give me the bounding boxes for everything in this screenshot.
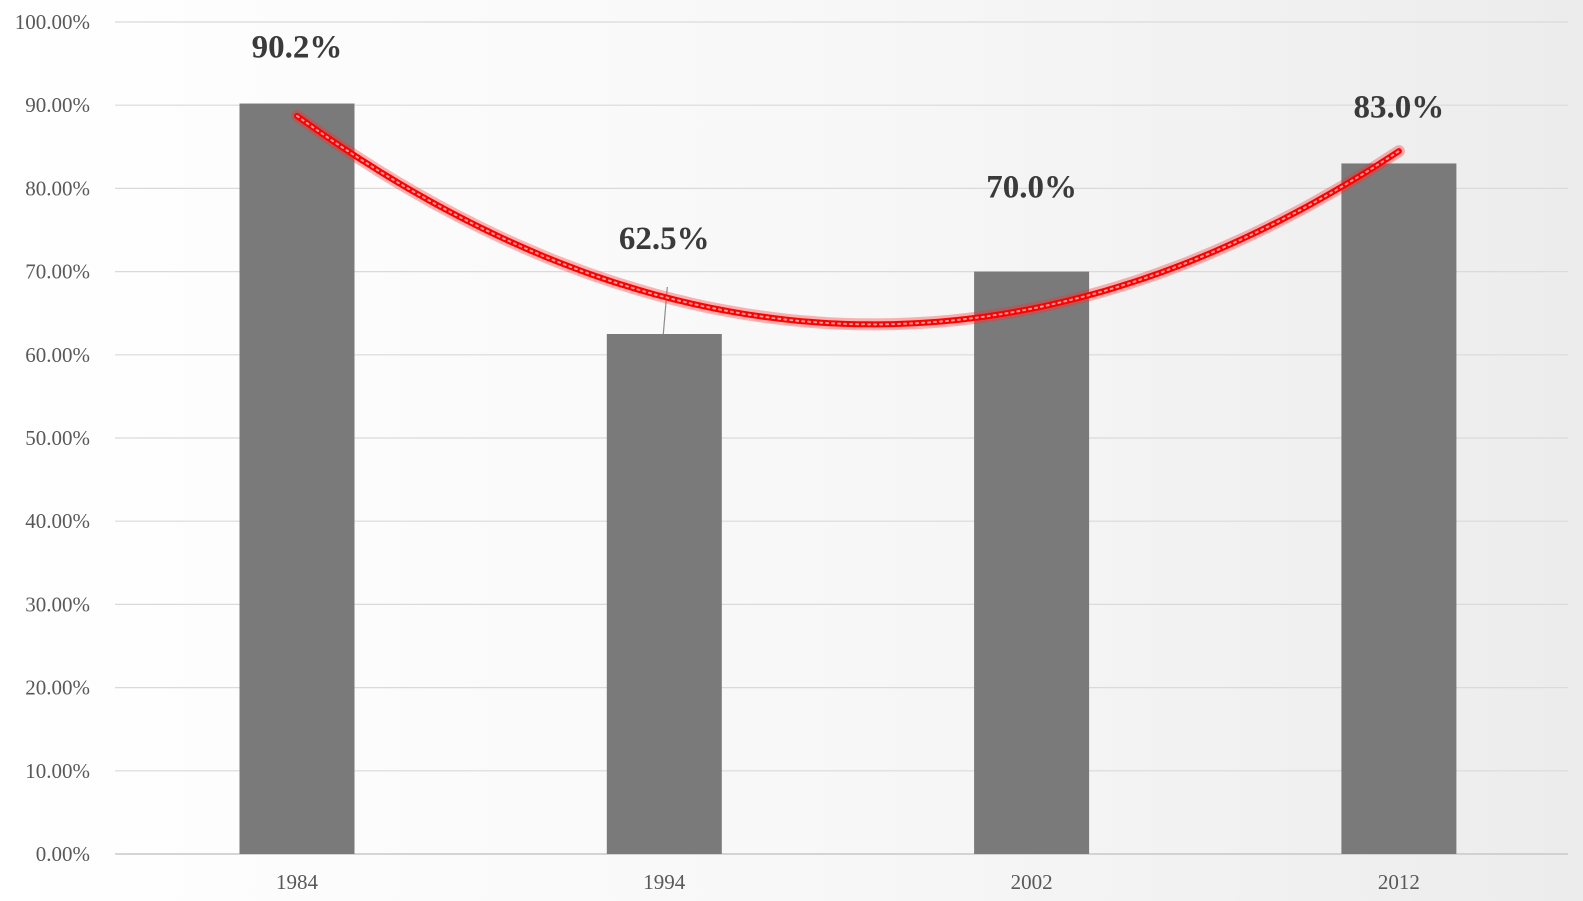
data-label: 83.0% [1354, 89, 1445, 125]
data-label: 70.0% [986, 170, 1077, 206]
y-tick-label: 10.00% [25, 759, 90, 783]
x-axis: 1984 1994 2002 2012 [276, 870, 1420, 894]
x-tick-label: 1984 [276, 870, 319, 894]
y-tick-label: 90.00% [25, 93, 90, 117]
y-tick-label: 70.00% [25, 260, 90, 284]
bar [974, 271, 1090, 855]
y-axis: 0.00% 10.00% 20.00% 30.00% 40.00% 50.00% 60.00… [15, 10, 90, 866]
x-tick-label: 1994 [643, 870, 686, 894]
y-tick-label: 80.00% [25, 176, 90, 200]
data-label: 62.5% [619, 221, 710, 257]
bar [1341, 163, 1457, 854]
y-tick-label: 20.00% [25, 676, 90, 700]
gridlines [115, 21, 1568, 855]
y-tick-label: 50.00% [25, 426, 90, 450]
y-tick-label: 60.00% [25, 343, 90, 367]
bars [239, 103, 1457, 855]
y-tick-label: 0.00% [36, 842, 90, 866]
x-tick-label: 2012 [1378, 870, 1420, 894]
trendline-dots [296, 114, 1400, 326]
y-tick-label: 40.00% [25, 509, 90, 533]
bar [606, 334, 722, 854]
x-tick-label: 2002 [1011, 870, 1053, 894]
data-labels: 90.2% 62.5% 70.0% 83.0% [252, 30, 1445, 257]
y-tick-label: 30.00% [25, 592, 90, 616]
trendline-path [294, 112, 1402, 328]
bar [239, 103, 355, 854]
data-label: 90.2% [252, 30, 343, 66]
y-tick-label: 100.00% [15, 10, 90, 34]
trendline [291, 109, 1405, 331]
